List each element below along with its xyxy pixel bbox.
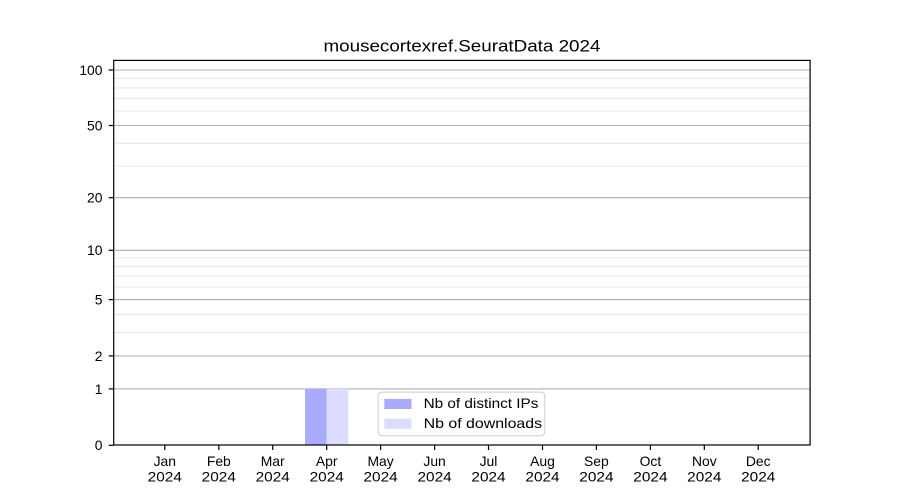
svg-text:Jun: Jun [423, 453, 445, 469]
svg-text:2024: 2024 [310, 468, 344, 484]
svg-text:0: 0 [95, 437, 103, 453]
svg-text:2: 2 [95, 348, 103, 364]
svg-text:Nb of distinct IPs: Nb of distinct IPs [424, 395, 539, 411]
svg-text:Apr: Apr [316, 453, 338, 469]
svg-text:2024: 2024 [579, 468, 613, 484]
svg-text:50: 50 [87, 117, 103, 133]
svg-text:2024: 2024 [364, 468, 398, 484]
svg-text:2024: 2024 [741, 468, 775, 484]
svg-text:2024: 2024 [525, 468, 559, 484]
svg-text:Aug: Aug [530, 453, 555, 469]
svg-text:2024: 2024 [633, 468, 667, 484]
svg-text:Nov: Nov [692, 453, 717, 469]
svg-text:May: May [367, 453, 393, 469]
svg-text:10: 10 [87, 242, 103, 258]
svg-text:5: 5 [95, 292, 103, 308]
svg-text:2024: 2024 [418, 468, 452, 484]
svg-text:Sep: Sep [584, 453, 609, 469]
svg-text:Feb: Feb [207, 453, 231, 469]
svg-text:mousecortexref.SeuratData 2024: mousecortexref.SeuratData 2024 [324, 37, 601, 56]
svg-text:20: 20 [87, 190, 103, 206]
svg-text:1: 1 [95, 381, 103, 397]
svg-text:Mar: Mar [261, 453, 285, 469]
svg-text:Jan: Jan [154, 453, 176, 469]
svg-text:Jul: Jul [480, 453, 498, 469]
svg-text:2024: 2024 [471, 468, 505, 484]
svg-text:2024: 2024 [256, 468, 290, 484]
svg-text:Oct: Oct [640, 453, 662, 469]
svg-text:Dec: Dec [746, 453, 771, 469]
svg-text:100: 100 [79, 62, 102, 78]
svg-text:2024: 2024 [687, 468, 721, 484]
svg-text:2024: 2024 [148, 468, 182, 484]
svg-text:2024: 2024 [202, 468, 236, 484]
svg-text:Nb of downloads: Nb of downloads [424, 415, 543, 431]
